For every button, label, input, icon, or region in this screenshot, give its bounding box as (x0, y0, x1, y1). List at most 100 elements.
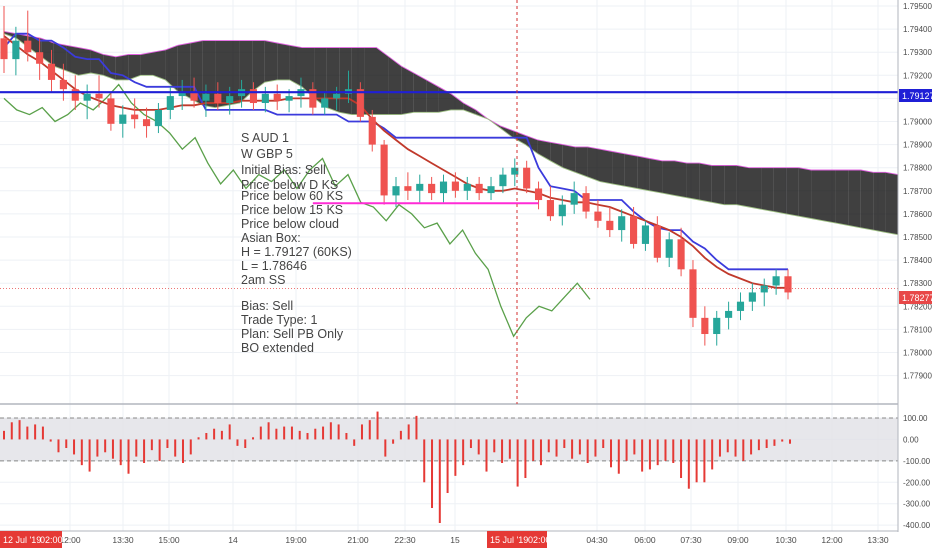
oscillator-bar (96, 439, 99, 457)
candle-body (107, 98, 115, 124)
oscillator-tick-label: 100.00 (903, 414, 928, 423)
price-levels (0, 91, 898, 289)
svg-text:02:00: 02:00 (40, 535, 63, 545)
candle (701, 306, 709, 346)
annotation-line: Plan: Sell PB Only (241, 327, 344, 341)
cloud-segment (686, 163, 700, 201)
candle-body (214, 93, 222, 104)
candle (689, 260, 697, 328)
oscillator-tick-label: -200.00 (903, 478, 931, 487)
oscillator-bar (454, 439, 457, 476)
time-axis[interactable]: 12:00 13:30 15:00 14 19:00 21:00 22:30 15 04:30 0… (59, 535, 889, 545)
candle-body (534, 188, 543, 201)
candle (368, 109, 376, 152)
time-tick-label: 13:30 (867, 535, 889, 545)
oscillator-bar (41, 426, 44, 440)
cloud-segment (761, 167, 774, 212)
annotation-line: BO extended (241, 341, 314, 355)
oscillator-axis[interactable]: 100.00 0.00 -100.00 -200.00 -300.00 -400.00 (903, 414, 931, 530)
candle-body (618, 216, 626, 231)
candle (582, 186, 590, 219)
oscillator-bar (104, 439, 107, 453)
candle (107, 91, 115, 131)
cloud-segment (451, 93, 464, 110)
cloud-segment (140, 52, 153, 76)
oscillator-bar (49, 439, 52, 442)
candle-body (333, 93, 341, 99)
oscillator-bar (399, 430, 402, 440)
time-tick-label: 21:00 (347, 535, 369, 545)
oscillator-bar (532, 439, 535, 461)
oscillator-bar (290, 426, 293, 440)
price-tick-label: 1.78100 (903, 325, 932, 334)
cloud-segment (649, 158, 663, 194)
oscillator-panel[interactable] (0, 411, 898, 524)
candle-body (71, 89, 79, 101)
annotation-line: S AUD 1 (241, 131, 289, 145)
oscillator-bar (578, 439, 581, 455)
cloud-segment (302, 47, 315, 99)
oscillator-bar (726, 439, 729, 453)
cloud-segment (699, 163, 712, 203)
annotation-line: L = 1.78646 (241, 259, 307, 273)
cloud-segment (885, 172, 898, 235)
candle (47, 49, 56, 92)
candle (713, 310, 721, 346)
candle-body (558, 204, 566, 217)
price-tick-label: 1.78900 (903, 141, 932, 150)
candle-body (285, 96, 293, 101)
oscillator-bar (555, 439, 558, 457)
candle (214, 82, 222, 110)
cloud-segment (326, 47, 340, 113)
candlestick-series[interactable] (0, 6, 792, 346)
cloud-segment (463, 103, 476, 115)
candle (487, 176, 495, 201)
svg-text:12 Jul '19: 12 Jul '19 (3, 535, 41, 545)
cloud-segment (637, 156, 650, 191)
candle-body (760, 285, 768, 293)
oscillator-bar (547, 439, 550, 453)
cloud-segment (78, 47, 91, 76)
price-tick-label: 1.78700 (903, 187, 932, 196)
candle (475, 176, 483, 201)
annotation-line: Price below D KS (241, 178, 338, 192)
candle (534, 181, 543, 210)
oscillator-tick-label: -100.00 (903, 457, 931, 466)
candle-body (546, 200, 554, 217)
price-tick-label: 1.77900 (903, 372, 932, 381)
candle (618, 209, 626, 242)
oscillator-bar (143, 439, 146, 464)
price-tick-label: 1.79300 (903, 48, 932, 57)
candle-body (736, 301, 745, 311)
cloud-segment (252, 40, 265, 92)
candle-body (665, 239, 673, 258)
cloud-segment (835, 170, 849, 226)
candle-body (273, 93, 281, 101)
cloud-segment (90, 49, 104, 76)
candle-body (380, 144, 388, 196)
candle (665, 232, 673, 268)
oscillator-bar (477, 439, 480, 455)
candle (439, 174, 448, 203)
candle (36, 38, 44, 80)
candle (249, 82, 258, 110)
candle-body (12, 40, 20, 60)
oscillator-bar (485, 439, 488, 472)
candle (333, 86, 341, 110)
trade-plan-annotation[interactable]: S AUD 1 W GBP 5 Initial Bias: Sell Price… (241, 131, 352, 355)
oscillator-bar (687, 439, 690, 489)
cloud-segment (562, 144, 576, 173)
oscillator-bar (57, 439, 60, 453)
candle (463, 176, 471, 201)
candle-body (321, 98, 329, 108)
candle-body (190, 91, 198, 101)
candle-body (178, 91, 186, 97)
time-tick-label: 15:00 (158, 535, 180, 545)
price-axis[interactable]: 1.795001.794001.793001.792001.791001.790… (903, 2, 932, 381)
candle (451, 172, 459, 198)
candle (428, 176, 436, 201)
oscillator-bar (368, 420, 371, 440)
candle (725, 301, 733, 330)
candle-body (261, 93, 269, 104)
